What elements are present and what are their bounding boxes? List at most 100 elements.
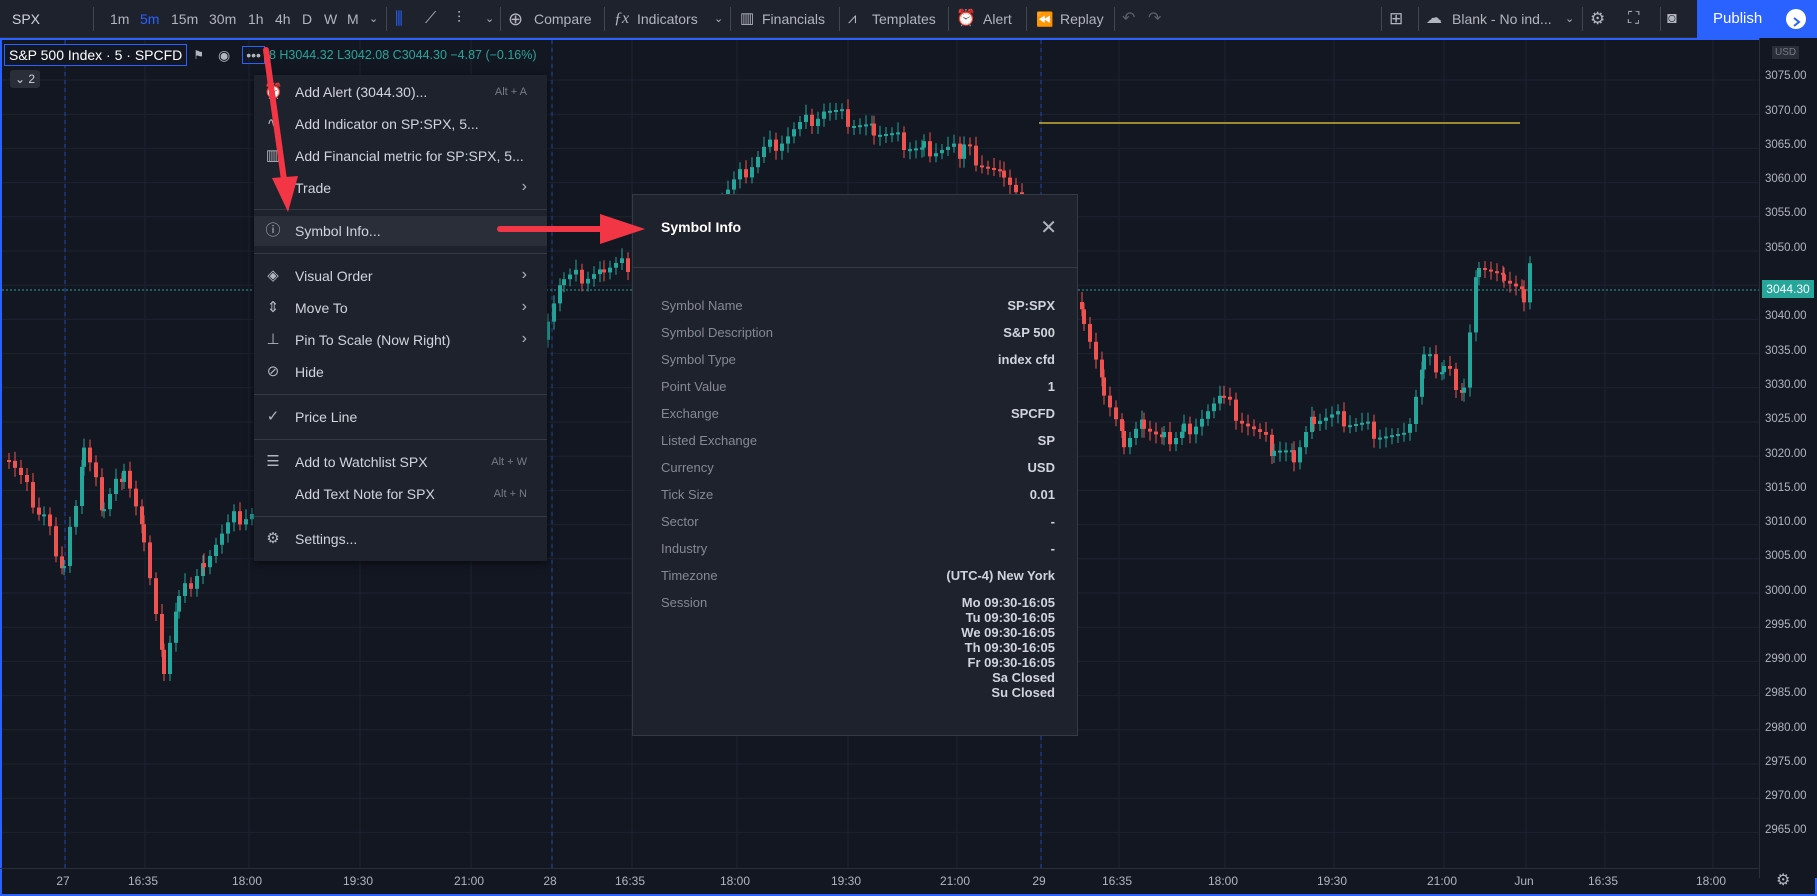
menu-item-visual-order[interactable]: ◈ Visual Order › [254,261,547,291]
play-icon[interactable] [1786,9,1806,29]
candle-body [102,509,106,512]
menu-item-add-financial[interactable]: ▥ Add Financial metric for SP:SPX, 5... [265,147,524,164]
financials-button[interactable]: Financials [762,11,826,27]
candle-body [1514,283,1518,287]
info-value: Mo 09:30-16:05 Tu 09:30-16:05 We 09:30-1… [961,595,1055,700]
menu-item-hide[interactable]: ⊘ Hide [254,357,547,387]
time-tick-label: 21:00 [939,874,971,888]
interval-m-button[interactable]: M [347,11,359,27]
candle-body [82,447,86,467]
candle-body [226,522,230,534]
candle-body [614,263,618,268]
chevron-down-icon[interactable]: ⌄ [714,13,724,25]
menu-item-pin-to-scale[interactable]: ⊥ Pin To Scale (Now Right) › [254,325,547,355]
candle-body [1122,431,1126,448]
candle-body [1218,395,1222,404]
collapse-indicators-button[interactable]: ⌄ 2 [10,70,40,88]
alarm-clock-icon[interactable]: ⏰ [956,10,976,27]
compare-button[interactable]: Compare [534,11,592,27]
menu-item-symbol-info[interactable]: ⓘ Symbol Info... [254,216,547,246]
context-menu: ⏰ Add Alert (3044.30)... Alt + A ∿ Add Indi… [254,75,547,561]
replay-icon[interactable]: ⏪ [1036,11,1054,27]
time-scale[interactable] [0,868,1759,895]
price-tick-label: 3040.00 [1765,310,1807,322]
eye-icon[interactable]: ◉ [218,46,231,63]
interval-1m-button[interactable]: 1m [110,11,130,27]
flag-icon[interactable]: ⚑ [193,48,205,62]
candle-body [238,511,242,525]
templates-icon[interactable]: ⩘ [848,10,857,27]
more-icon[interactable]: ••• [242,46,265,64]
menu-item-add-text-note[interactable]: Add Text Note for SPX Alt + N [295,486,527,502]
plus-circle-icon[interactable]: ⊕ [508,9,524,29]
interval-30m-button[interactable]: 30m [209,11,237,27]
candle-body [804,114,808,122]
candle-body [1501,272,1505,275]
candle-body [890,133,894,136]
camera-icon[interactable]: ◙ [1667,10,1677,27]
fullscreen-icon[interactable]: ⛶ [1628,10,1640,27]
time-tick-label: 16:35 [1101,874,1133,888]
templates-button[interactable]: Templates [872,11,936,27]
interval-d-button[interactable]: D [302,11,313,27]
candle-body [864,124,868,127]
indicators-button[interactable]: Indicators [637,11,698,27]
chevron-down-icon[interactable]: ⌄ [1565,13,1575,25]
toolbar-divider [839,7,840,31]
price-scale[interactable] [1759,38,1817,878]
financials-icon[interactable]: ▥ [740,10,755,27]
replay-button[interactable]: Replay [1060,11,1104,27]
candle-body [762,146,766,157]
line-chart-icon[interactable]: ⟋ [425,10,437,27]
gear-icon[interactable]: ⚙ [1776,872,1791,889]
menu-item-settings[interactable]: ⚙ Settings... [254,524,547,554]
candle-body [134,488,138,507]
chevron-right-icon: › [521,330,527,347]
menu-item-add-to-watchlist[interactable]: ☰ Add to Watchlist SPX Alt + W [254,447,547,477]
symbol-search-button[interactable]: SPX [12,11,41,27]
layout-grid-icon[interactable]: ⊞ [1389,9,1404,28]
candle-body [592,274,596,279]
bars-chart-icon[interactable]: ⫶ [457,10,462,27]
interval-5m-button[interactable]: 5m [140,11,160,27]
chevron-down-icon[interactable]: ⌄ [369,13,379,25]
layout-name-button[interactable]: Blank - No ind... [1452,11,1552,27]
candle-body [1292,450,1296,463]
candles-icon[interactable]: ⫼ [395,9,403,28]
menu-item-add-alert[interactable]: ⏰ Add Alert (3044.30)... Alt + A [264,83,527,100]
interval-w-button[interactable]: W [324,11,338,27]
candle-body [162,649,166,674]
info-value: S&P 500 [1003,325,1055,340]
candle-body [568,274,572,280]
menu-item-price-line[interactable]: ✓ Price Line [254,402,547,432]
price-tick-label: 3075.00 [1765,70,1807,82]
candle-body [1390,435,1394,438]
menu-item-add-indicator[interactable]: ∿ Add Indicator on SP:SPX, 5... [254,109,547,139]
candle-body [94,462,98,478]
price-tick-label: 2965.00 [1765,824,1807,836]
series-title[interactable]: S&P 500 Index · 5 · SPCFD [4,44,188,66]
time-tick-label: 18:00 [1695,874,1727,888]
redo-icon[interactable]: ↷ [1148,10,1162,27]
menu-item-trade[interactable]: Trade › [295,178,527,196]
candle-body [1312,416,1316,424]
undo-icon[interactable]: ↶ [1122,10,1136,27]
candle-body [1324,417,1328,421]
indicators-icon[interactable]: ƒx [614,10,630,27]
candle-body [1520,286,1524,290]
candle-body [922,141,926,148]
interval-15m-button[interactable]: 15m [171,11,199,27]
publish-button[interactable]: Publish [1697,0,1817,38]
candle-body [142,524,146,543]
cloud-icon[interactable]: ☁ [1426,10,1442,27]
interval-4h-button[interactable]: 4h [275,11,291,27]
alert-button[interactable]: Alert [983,11,1012,27]
chevron-down-icon[interactable]: ⌄ [485,13,495,25]
gear-icon[interactable]: ⚙ [1590,9,1606,28]
toolbar-divider [1114,7,1115,31]
menu-item-move-to[interactable]: ⇕ Move To › [254,293,547,323]
close-icon[interactable]: ✕ [1040,217,1057,239]
interval-1h-button[interactable]: 1h [248,11,264,27]
candle-body [1206,411,1210,419]
eye-off-icon: ⊘ [266,363,280,380]
